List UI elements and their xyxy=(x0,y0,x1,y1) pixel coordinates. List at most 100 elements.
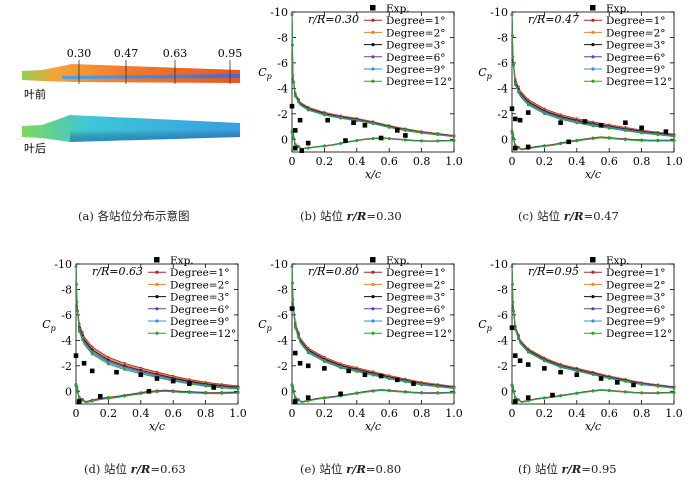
exp-point xyxy=(525,395,531,400)
suction-marker xyxy=(420,383,423,387)
pressure-marker xyxy=(371,390,375,393)
exp-point xyxy=(525,362,531,367)
y-tick-label: -10 xyxy=(490,258,508,271)
x-tick-label: 0 xyxy=(289,407,296,420)
pressure-marker xyxy=(452,139,456,143)
legend-label: Degree=6° xyxy=(606,52,666,64)
exp-point xyxy=(297,360,303,366)
exp-point xyxy=(509,325,515,330)
pressure-curve-Degree=12° xyxy=(511,131,674,151)
x-tick-label: 0.8 xyxy=(633,407,651,420)
pressure-marker xyxy=(511,387,515,390)
suction-marker xyxy=(404,129,407,132)
pressure-marker xyxy=(297,398,300,402)
chart-r080: -10 -8 -6 -4 -2 00 0.2 0.4 0.6 0.8 1.0 x/c Cp r/R=0.8… xyxy=(258,255,463,433)
legend-marker xyxy=(371,331,375,335)
suction-side-blade xyxy=(22,115,240,142)
legend-marker xyxy=(591,67,595,71)
exp-point xyxy=(574,372,580,378)
pressure-marker xyxy=(624,138,627,141)
suction-marker xyxy=(672,386,676,390)
legend-label: Degree=1° xyxy=(170,267,230,279)
x-tick-label: 0.8 xyxy=(197,407,215,420)
exp-point xyxy=(517,117,523,123)
x-tick-label: 0.2 xyxy=(316,407,334,420)
legend-marker xyxy=(155,295,159,299)
pressure-marker xyxy=(371,137,375,141)
caption-f-value: =0.95 xyxy=(581,462,617,476)
exp-point xyxy=(305,140,311,146)
suction-marker xyxy=(75,300,79,304)
suction-marker xyxy=(640,383,643,386)
y-axis-label: Cp xyxy=(258,318,272,333)
panel-d-chart: -10 -8 -6 -4 -2 0 0 0.2 0.4 0.6 0.8 1.0 x/c Cp r/R=0.6… xyxy=(36,252,247,457)
suction-marker xyxy=(436,133,440,137)
x-tick-label: 1.0 xyxy=(665,155,682,168)
pressure-side-blade xyxy=(22,64,240,83)
pressure-marker xyxy=(512,137,515,141)
pressure-marker xyxy=(293,396,297,400)
exp-point xyxy=(512,353,518,358)
suction-marker xyxy=(339,116,342,120)
suction-marker xyxy=(513,328,517,331)
legend-label: Degree=12° xyxy=(606,328,672,340)
caption-b: (b) 站位 r/R=0.30 xyxy=(300,208,402,224)
legend-label: Degree=1° xyxy=(386,267,446,279)
exp-point xyxy=(378,135,384,141)
suction-marker xyxy=(510,265,514,268)
y-tick-label: -6 xyxy=(277,57,288,70)
exp-point xyxy=(512,116,518,122)
x-tick-label: 0.6 xyxy=(380,155,398,168)
exp-point xyxy=(598,376,604,381)
exp-point xyxy=(73,353,79,358)
legend-marker xyxy=(591,282,595,286)
legend-marker xyxy=(591,30,595,34)
suction-marker xyxy=(291,43,294,47)
pressure-marker xyxy=(323,397,326,400)
pressure-marker xyxy=(452,391,456,395)
y-tick-label: -10 xyxy=(270,258,288,271)
suction-marker xyxy=(293,326,297,329)
y-axis-label: Cp xyxy=(258,66,272,81)
exp-point xyxy=(299,148,305,154)
legend-label: Degree=3° xyxy=(170,292,230,304)
pressure-marker xyxy=(436,392,440,395)
caption-f-rr: r/R xyxy=(561,462,582,476)
y-tick-label: 0 xyxy=(281,385,288,398)
pressure-marker xyxy=(355,392,359,395)
legend-marker xyxy=(591,319,595,323)
x-tick-label: 1.0 xyxy=(445,155,462,168)
legend-label: Degree=12° xyxy=(386,328,452,340)
x-tick-label: 0.6 xyxy=(380,407,398,420)
legend-marker xyxy=(591,307,595,311)
pressure-curve-Degree=12° xyxy=(291,385,455,404)
exp-point xyxy=(623,120,628,126)
suction-marker xyxy=(607,127,611,130)
station-title: r/R=0.80 xyxy=(308,265,359,278)
legend-marker xyxy=(371,319,375,323)
y-tick-label: -2 xyxy=(277,360,288,373)
panel-c-chart: -10 -8 -6 -4 -2 0 0 0.2 0.4 0.6 0.8 1.0 x/c Cp r/R=0.4… xyxy=(472,0,683,205)
pressure-marker xyxy=(543,396,546,400)
pressure-marker xyxy=(90,399,94,403)
suction-marker xyxy=(526,351,530,354)
caption-f: (f) 站位 r/R=0.95 xyxy=(518,461,617,477)
suction-marker xyxy=(204,384,207,388)
exp-point xyxy=(517,358,523,364)
suction-marker xyxy=(672,135,676,138)
x-tick-label: 0.4 xyxy=(348,155,366,168)
suction-curve-Degree=12° xyxy=(511,266,675,389)
x-tick-label: 0.8 xyxy=(413,407,431,420)
legend-exp-marker xyxy=(370,5,376,11)
exp-point xyxy=(558,120,563,126)
exp-point xyxy=(558,369,563,375)
suction-marker xyxy=(543,359,546,363)
pressure-marker xyxy=(306,146,310,150)
suction-marker xyxy=(290,265,294,268)
suction-marker xyxy=(355,119,359,123)
suction-marker xyxy=(339,366,342,370)
suction-marker xyxy=(511,55,515,58)
exp-point xyxy=(631,382,636,388)
suction-marker xyxy=(512,309,515,312)
